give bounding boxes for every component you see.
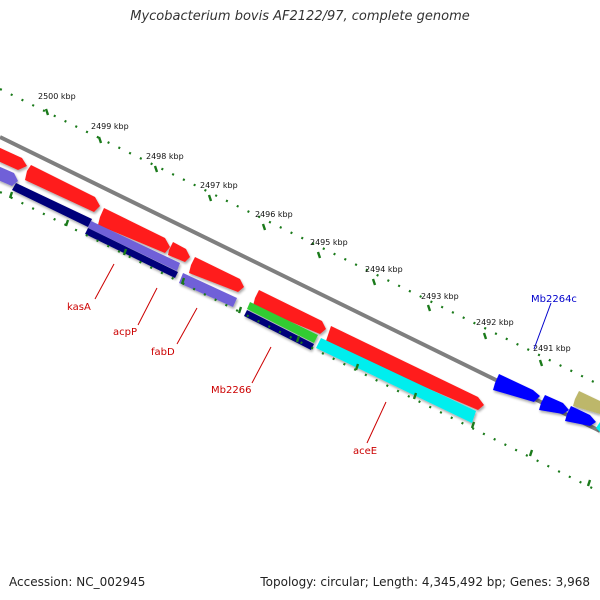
misc-feature	[0, 166, 18, 186]
tick-label: 2493 kbp	[421, 292, 459, 301]
leader-Mb2266	[251, 346, 272, 384]
major-tick	[295, 335, 301, 343]
major-tick	[237, 306, 243, 314]
major-tick	[153, 165, 159, 173]
cds-feature	[253, 290, 326, 334]
major-tick	[538, 359, 544, 367]
misc-feature	[247, 302, 318, 343]
cds-feature	[168, 242, 190, 262]
gene-feature	[565, 406, 596, 426]
cds-feature	[25, 165, 100, 212]
leader-fabD	[176, 307, 198, 345]
major-tick	[412, 392, 418, 400]
tick-label: 2494 kbp	[365, 265, 403, 274]
gene-feature	[573, 391, 600, 414]
tick-label: 2495 kbp	[310, 238, 348, 247]
inner-major-ticks	[8, 191, 592, 487]
genome-summary-text: Topology: circular; Length: 4,345,492 bp…	[260, 575, 590, 589]
gene-label-acpP: acpP	[113, 327, 137, 338]
major-tick	[426, 304, 432, 312]
gene-label-Mb2266: Mb2266	[211, 385, 251, 396]
major-tick	[354, 363, 360, 371]
major-tick	[207, 194, 213, 202]
leader-acpP	[137, 287, 158, 326]
tick-label: 2492 kbp	[476, 318, 514, 327]
major-tick	[316, 251, 322, 259]
tick-label: 2497 kbp	[200, 181, 238, 190]
leader-Mb2264c	[533, 302, 552, 350]
major-tick	[64, 219, 70, 227]
map-title: Mycobacterium bovis AF2122/97, complete …	[130, 9, 470, 24]
major-tick	[122, 248, 128, 256]
major-tick	[586, 479, 592, 487]
gene-feature	[596, 422, 600, 432]
leader-kasA	[94, 263, 115, 300]
misc-feature	[85, 228, 178, 278]
accession-text: Accession: NC_002945	[9, 575, 146, 589]
cds-feature	[189, 257, 244, 292]
leader-aceE	[366, 401, 387, 444]
gene-label-kasA: kasA	[67, 302, 91, 313]
major-tick	[470, 421, 476, 429]
tick-label: 2499 kbp	[91, 122, 129, 131]
tick-label: 2500 kbp	[38, 92, 76, 101]
misc-feature	[179, 273, 237, 307]
misc-feature	[12, 183, 92, 227]
tick-label: 2498 kbp	[146, 152, 184, 161]
major-tick	[44, 108, 50, 116]
major-tick	[8, 191, 14, 199]
major-tick	[482, 332, 488, 340]
gene-label-Mb2264c: Mb2264c	[531, 294, 577, 305]
misc-feature	[88, 221, 180, 271]
gene-label-fabD: fabD	[151, 347, 175, 358]
label-leaders	[94, 263, 552, 444]
major-tick	[528, 449, 534, 457]
misc-feature	[316, 338, 476, 423]
tick-label: 2496 kbp	[255, 210, 293, 219]
tick-label: 2491 kbp	[533, 344, 571, 353]
major-tick	[180, 277, 186, 285]
major-tick	[261, 223, 267, 231]
cds-feature	[325, 326, 484, 410]
major-ticks	[44, 108, 544, 367]
gene-feature	[539, 395, 569, 414]
gene-label-aceE: aceE	[353, 446, 377, 457]
cds-feature	[0, 147, 27, 170]
cds-feature	[98, 208, 170, 253]
major-tick	[371, 278, 377, 286]
gene-feature-Mb2264c	[493, 374, 540, 402]
major-tick	[97, 136, 103, 144]
